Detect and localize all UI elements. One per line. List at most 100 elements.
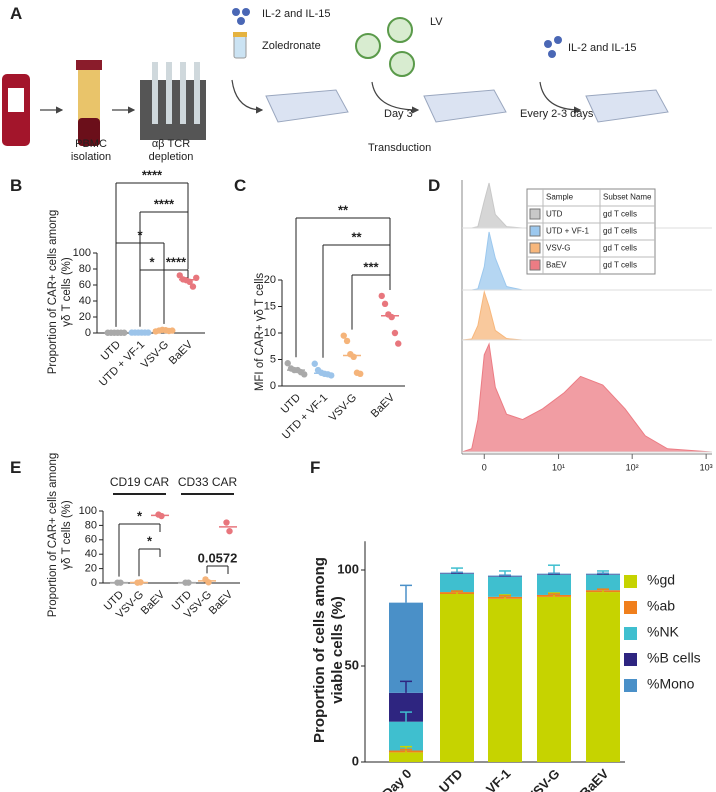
x-tick-label: BaEV <box>167 338 196 367</box>
y-tick-label: 10 <box>264 327 276 339</box>
table-cell: gd T cells <box>603 261 637 270</box>
x-tick-label: BaEV <box>139 588 168 617</box>
significance-label: * <box>147 533 153 548</box>
y-axis-label: Proportion of CAR+ cells among γδ T cell… <box>47 209 73 375</box>
cytokine <box>242 8 250 16</box>
cytokine <box>544 40 552 48</box>
y-tick-label: 20 <box>264 274 276 286</box>
workflow-label: Transduction <box>368 142 432 154</box>
arrow <box>371 81 420 114</box>
significance-label: *** <box>363 259 379 274</box>
significance-label: 0.0572 <box>198 550 238 565</box>
blood-bag-label <box>8 88 24 112</box>
y-axis-label: Proportion of cells among viable cells (… <box>311 557 346 743</box>
data-point <box>226 527 233 535</box>
y-axis-label: MFI of CAR+ γδ T cells <box>254 272 266 392</box>
legend-label: VSV-G <box>546 244 570 253</box>
panel-label: D <box>428 176 441 195</box>
y-tick-label: 20 <box>79 311 91 323</box>
significance-label: **** <box>166 254 187 269</box>
table-cell: gd T cells <box>603 244 637 253</box>
x-tick-label: 10³ <box>700 462 713 472</box>
x-tick-label: BaEV <box>207 588 236 617</box>
vial <box>233 33 247 59</box>
workflow-label: Day 3 <box>384 108 413 120</box>
panel-label: E <box>10 458 22 477</box>
y-tick-label: 40 <box>85 548 97 560</box>
x-tick-label: UTD <box>436 766 465 792</box>
significance-label: * <box>137 508 143 523</box>
x-tick-label: BaEV <box>369 391 398 420</box>
legend-label: %NK <box>647 624 680 640</box>
bar-segment <box>440 594 474 762</box>
bar-segment <box>389 602 423 693</box>
legend-swatch <box>529 259 541 271</box>
legend-swatch <box>624 653 637 666</box>
data-point <box>378 292 385 300</box>
x-tick-label: Day 0 <box>379 766 414 792</box>
y-tick-label: 100 <box>337 561 359 576</box>
bar-segment <box>488 598 522 762</box>
virus <box>355 17 415 77</box>
bar-segment <box>586 574 620 591</box>
workflow-label: IL-2 and IL-15 <box>568 42 637 54</box>
bar-segment <box>488 576 522 597</box>
bar-segment <box>389 721 423 751</box>
bar-segment <box>537 574 571 595</box>
legend-label: %gd <box>647 572 675 588</box>
legend-swatch <box>624 627 637 640</box>
x-tick-label: 10¹ <box>552 462 565 472</box>
legend-table <box>526 188 656 275</box>
workflow-label: LV <box>430 16 443 28</box>
y-tick-label: 100 <box>73 247 91 259</box>
legend-label: %ab <box>647 598 675 614</box>
data-point <box>357 370 364 378</box>
arrow <box>231 79 264 114</box>
x-tick-label: VSV-G <box>139 339 171 371</box>
data-point <box>350 353 357 361</box>
significance-label: **** <box>154 196 175 211</box>
legend-swatch <box>529 225 541 237</box>
data-point <box>381 300 389 308</box>
table-cell: gd T cells <box>603 227 637 236</box>
x-tick-label: VSV-G <box>524 766 563 792</box>
cytokine <box>548 50 556 58</box>
legend-swatch <box>529 242 541 254</box>
y-tick-label: 80 <box>79 263 91 275</box>
significance-label: ** <box>338 202 349 217</box>
group-label: CD33 CAR <box>178 475 238 489</box>
tube-blood <box>78 118 100 146</box>
y-tick-label: 50 <box>345 657 359 672</box>
y-tick-label: 0 <box>85 327 91 339</box>
group-label: CD19 CAR <box>110 475 170 489</box>
vial-cap <box>233 32 247 37</box>
significance-label: **** <box>142 167 163 182</box>
legend-label: UTD + VF-1 <box>546 227 589 236</box>
tube-cap <box>76 60 102 70</box>
y-tick-label: 40 <box>79 295 91 307</box>
density-curve <box>461 290 712 341</box>
data-point <box>205 579 212 586</box>
workflow-label: IL-2 and IL-15 <box>262 8 331 20</box>
x-tick-label: 10² <box>626 462 639 472</box>
workflow-label: Every 2-3 days <box>520 108 594 120</box>
y-tick-label: 80 <box>85 519 97 531</box>
cytokine <box>232 8 240 16</box>
panel-label: A <box>10 4 23 23</box>
cytokine <box>554 36 562 44</box>
data-point <box>311 360 318 367</box>
legend-label: BaEV <box>546 261 567 270</box>
rack-column <box>180 62 186 124</box>
data-point <box>223 519 230 526</box>
y-axis-label: Proportion of CAR+ cells among γδ T cell… <box>47 452 73 618</box>
y-tick-label: 0 <box>270 380 276 392</box>
significance-label: * <box>149 254 155 269</box>
data-point <box>391 329 399 337</box>
legend-label: UTD <box>546 210 563 219</box>
legend-swatch <box>624 679 637 692</box>
table-header: Sample <box>546 193 574 202</box>
data-point <box>388 313 395 321</box>
significance-label: * <box>137 227 143 242</box>
legend-swatch <box>624 575 637 588</box>
